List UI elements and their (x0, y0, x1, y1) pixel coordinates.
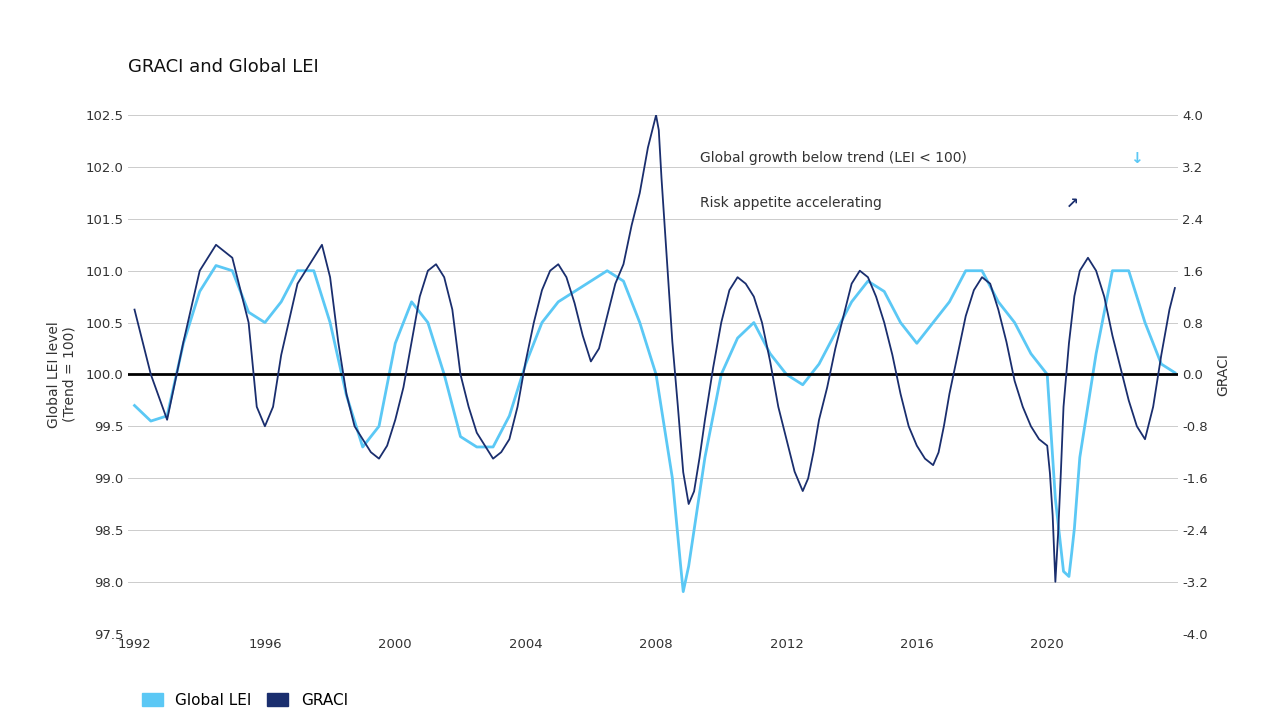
Text: Global growth below trend (LEI < 100): Global growth below trend (LEI < 100) (700, 151, 966, 166)
Y-axis label: Global LEI level
(Trend = 100): Global LEI level (Trend = 100) (46, 321, 77, 428)
Text: GRACI and Global LEI: GRACI and Global LEI (128, 58, 319, 76)
Y-axis label: GRACI: GRACI (1217, 353, 1230, 396)
Text: Risk appetite accelerating: Risk appetite accelerating (700, 196, 882, 210)
Text: ↗: ↗ (1066, 196, 1079, 210)
Legend: Global LEI, GRACI: Global LEI, GRACI (136, 687, 353, 714)
Text: ↓: ↓ (1130, 151, 1143, 166)
